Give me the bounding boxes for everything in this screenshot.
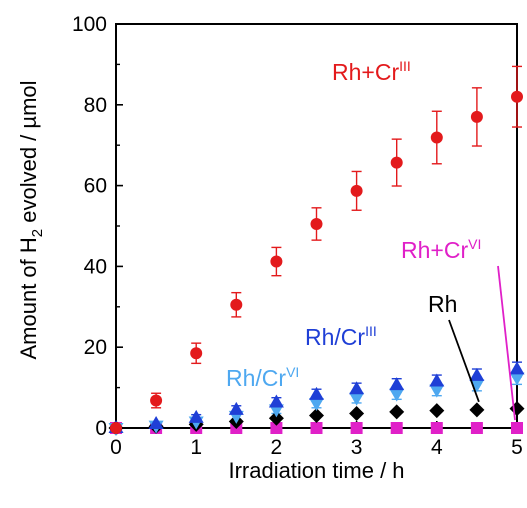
data-point [349,405,365,421]
x-tick-label: 3 [351,436,363,459]
x-tick-label: 0 [110,436,122,459]
data-point [190,347,203,360]
data-point [469,379,485,393]
series-label: Rh/CrVI [226,364,299,391]
data-point [389,404,405,420]
data-point [390,156,403,169]
series-label: Rh [428,291,457,317]
data-point [310,217,323,230]
series-label: Rh+CrVI [401,236,481,263]
data-point [390,422,403,434]
data-point [309,386,324,400]
data-point [268,394,284,408]
data-point [470,422,483,434]
data-point [270,255,283,268]
leader-line-rh [448,319,480,403]
x-tick-label: 2 [271,436,283,459]
data-point [150,394,163,407]
x-tick-label: 5 [511,436,523,459]
y-tick-label: 60 [84,175,107,198]
data-point [349,392,365,406]
data-point [430,131,443,144]
data-point [511,422,523,434]
data-markers [108,90,525,436]
data-point [469,367,485,381]
data-point [310,422,323,434]
y-tick-label: 0 [95,417,107,440]
data-point [511,90,523,103]
data-point [309,407,324,423]
series-label: Rh/CrIII [305,323,377,350]
x-tick-label: 4 [431,436,443,459]
y-tick-label: 100 [72,13,107,36]
y-tick-label: 20 [84,336,107,359]
data-point [509,372,525,386]
data-point [228,401,244,415]
data-point [270,422,283,434]
series-0 [110,90,523,434]
data-point [268,410,284,426]
y-tick-label: 40 [84,255,107,278]
data-point [230,298,243,311]
y-axis-label: Amount of H2 evolved / µmol [16,80,46,359]
x-tick-label: 1 [190,436,202,459]
data-point [110,422,122,434]
leader-line-rh-cr-vi [497,265,516,421]
data-point [389,388,405,402]
data-point [350,184,363,197]
data-point [509,361,525,375]
series-1 [108,361,525,433]
data-point [429,403,445,419]
data-point [469,402,485,418]
data-point [509,401,525,417]
y-tick-label: 80 [84,94,107,117]
data-point [350,422,363,434]
data-point [268,404,284,418]
series-label: Rh+CrIII [332,58,411,85]
data-point [389,377,405,391]
data-point [470,110,483,123]
x-axis-label: Irradiation time / h [228,458,404,483]
data-point [430,422,443,434]
data-point [309,397,324,411]
data-point [429,373,445,387]
data-point [349,381,365,395]
data-point [188,409,204,423]
data-point [148,415,164,429]
data-point [429,384,445,398]
